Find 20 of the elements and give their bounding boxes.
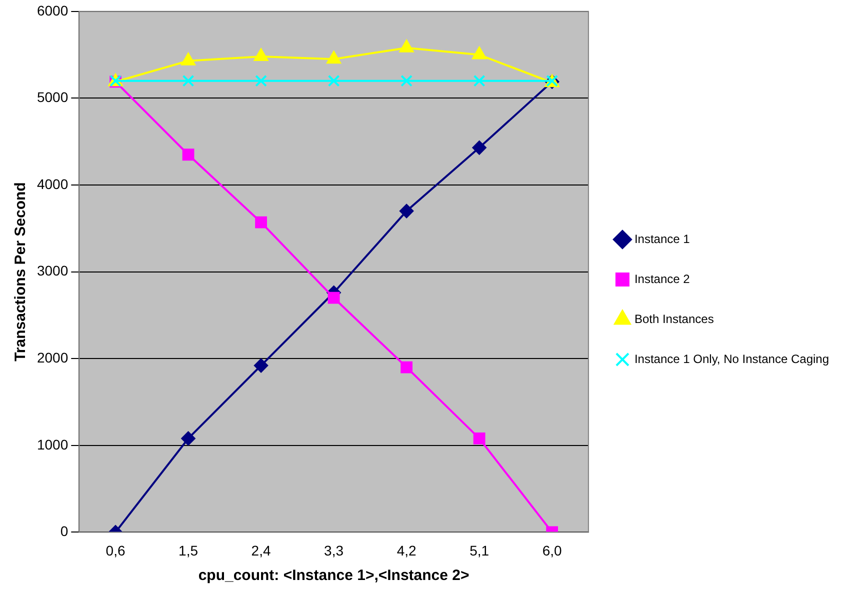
y-tick-label: 2000: [36, 349, 68, 366]
x-tick-label: 6,0: [542, 542, 562, 558]
x-tick-label: 1,5: [178, 542, 198, 558]
y-tick-label: 6000: [36, 2, 68, 18]
y-tick-label: 1000: [36, 436, 68, 452]
x-axis-title: cpu_count: <Instance 1>,<Instance 2>: [198, 567, 470, 584]
x-tick-label: 4,2: [396, 542, 416, 558]
x-tick-label: 2,4: [251, 542, 271, 558]
y-axis-title: Transactions Per Second: [12, 182, 30, 362]
y-tick-label: 5000: [36, 89, 68, 106]
legend-label: Instance 2: [634, 272, 690, 286]
legend-label: Instance 1 Only, No Instance Caging: [634, 352, 830, 366]
y-tick-label: 4000: [36, 176, 68, 192]
x-tick-label: 0,6: [106, 542, 126, 558]
legend-label: Both Instances: [634, 312, 714, 326]
y-tick-label: 3000: [36, 262, 68, 279]
x-tick-label: 5,1: [470, 542, 490, 558]
legend-label: Instance 1: [634, 232, 690, 246]
y-tick-label: 0: [60, 523, 68, 540]
x-tick-label: 3,3: [324, 542, 344, 558]
